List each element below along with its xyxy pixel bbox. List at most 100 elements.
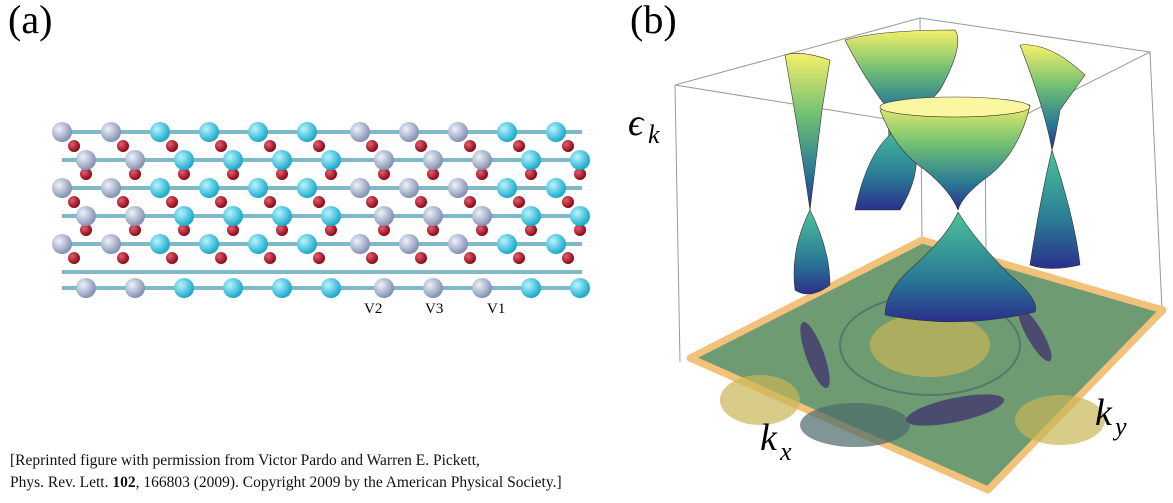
- figure: (a) (b) V2 V3 V1: [0, 0, 1173, 503]
- oxygen-atom: [366, 252, 378, 264]
- ti-atom: [321, 206, 341, 226]
- volume: 102: [112, 474, 135, 491]
- oxygen-atom: [562, 252, 574, 264]
- oxygen-atom: [513, 252, 525, 264]
- v-atom: [448, 234, 468, 254]
- axis-label-sub: x: [779, 437, 792, 466]
- v-atom: [350, 178, 370, 198]
- site-label: V3: [425, 301, 443, 317]
- ti-atom: [174, 278, 194, 298]
- oxygen-atom: [264, 196, 276, 208]
- axis-label: ϵ: [628, 102, 645, 144]
- oxygen-atom: [415, 196, 427, 208]
- oxygen-atom: [366, 140, 378, 152]
- oxygen-atom: [313, 140, 325, 152]
- v-atom: [350, 122, 370, 142]
- lattice: [52, 122, 590, 298]
- ti-atom: [272, 206, 292, 226]
- ti-atom: [521, 206, 541, 226]
- ti-atom: [546, 234, 566, 254]
- v-atom: [399, 234, 419, 254]
- ti-atom: [546, 178, 566, 198]
- ti-atom: [546, 122, 566, 142]
- ti-atom: [297, 178, 317, 198]
- band-plot: [675, 18, 1163, 492]
- ti-atom: [174, 206, 194, 226]
- journal: Phys. Rev. Lett.: [10, 474, 108, 491]
- oxygen-atom: [415, 140, 427, 152]
- ti-atom: [570, 150, 590, 170]
- v-atom: [52, 234, 72, 254]
- v-atom: [350, 234, 370, 254]
- v-atom: [399, 122, 419, 142]
- ti-atom: [248, 178, 268, 198]
- ti-atom: [521, 150, 541, 170]
- ti-atom: [150, 234, 170, 254]
- ti-atom: [223, 278, 243, 298]
- v-atom: [448, 178, 468, 198]
- oxygen-atom: [264, 252, 276, 264]
- oxygen-atom: [166, 252, 178, 264]
- ti-atom: [497, 178, 517, 198]
- oxygen-atom: [166, 196, 178, 208]
- ti-atom: [248, 234, 268, 254]
- ti-atom: [174, 150, 194, 170]
- oxygen-atom: [117, 252, 129, 264]
- v-atom: [52, 178, 72, 198]
- caption-line: Phys. Rev. Lett. 102, 166803 (2009). Cop…: [10, 474, 562, 492]
- oxygen-atom: [313, 252, 325, 264]
- v-atom: [101, 178, 121, 198]
- site-label: V2: [364, 301, 382, 317]
- v-atom: [76, 150, 96, 170]
- v-atom: [472, 150, 492, 170]
- oxygen-atom: [68, 196, 80, 208]
- oxygen-atom: [264, 140, 276, 152]
- oxygen-atom: [464, 196, 476, 208]
- oxygen-atom: [215, 252, 227, 264]
- v-atom: [101, 234, 121, 254]
- v-atom: [374, 150, 394, 170]
- ti-atom: [297, 122, 317, 142]
- oxygen-atom: [562, 140, 574, 152]
- v-atom: [76, 206, 96, 226]
- ti-atom: [150, 178, 170, 198]
- caption-line: [Reprinted figure with permission from V…: [10, 452, 480, 470]
- ti-atom: [150, 122, 170, 142]
- ti-atom: [223, 206, 243, 226]
- ti-atom: [321, 150, 341, 170]
- axis-label: k: [760, 417, 778, 459]
- oxygen-atom: [464, 140, 476, 152]
- ti-atom: [497, 122, 517, 142]
- oxygen-atom: [513, 196, 525, 208]
- oxygen-atom: [464, 252, 476, 264]
- v-atom: [472, 206, 492, 226]
- v-atom: [125, 278, 145, 298]
- axis-label-sub: k: [648, 120, 660, 149]
- oxygen-atom: [68, 140, 80, 152]
- v-atom: [472, 278, 492, 298]
- panel-label: (b): [630, 0, 677, 42]
- oxygen-atom: [68, 252, 80, 264]
- ti-atom: [248, 122, 268, 142]
- v-atom: [374, 278, 394, 298]
- v-atom: [448, 122, 468, 142]
- v-atom: [423, 150, 443, 170]
- ti-atom: [199, 234, 219, 254]
- oxygen-atom: [366, 196, 378, 208]
- axis-label: k: [1095, 392, 1113, 434]
- v-atom: [423, 278, 443, 298]
- ti-atom: [199, 122, 219, 142]
- ti-atom: [321, 278, 341, 298]
- oxygen-atom: [117, 140, 129, 152]
- ti-atom: [272, 150, 292, 170]
- ti-atom: [199, 178, 219, 198]
- ti-atom: [570, 206, 590, 226]
- v-atom: [76, 278, 96, 298]
- v-atom: [374, 206, 394, 226]
- ti-atom: [297, 234, 317, 254]
- oxygen-atom: [313, 196, 325, 208]
- v-atom: [125, 206, 145, 226]
- figure-svg: (a) (b) V2 V3 V1: [0, 0, 1173, 503]
- axis-label-sub: y: [1112, 412, 1127, 441]
- oxygen-atom: [166, 140, 178, 152]
